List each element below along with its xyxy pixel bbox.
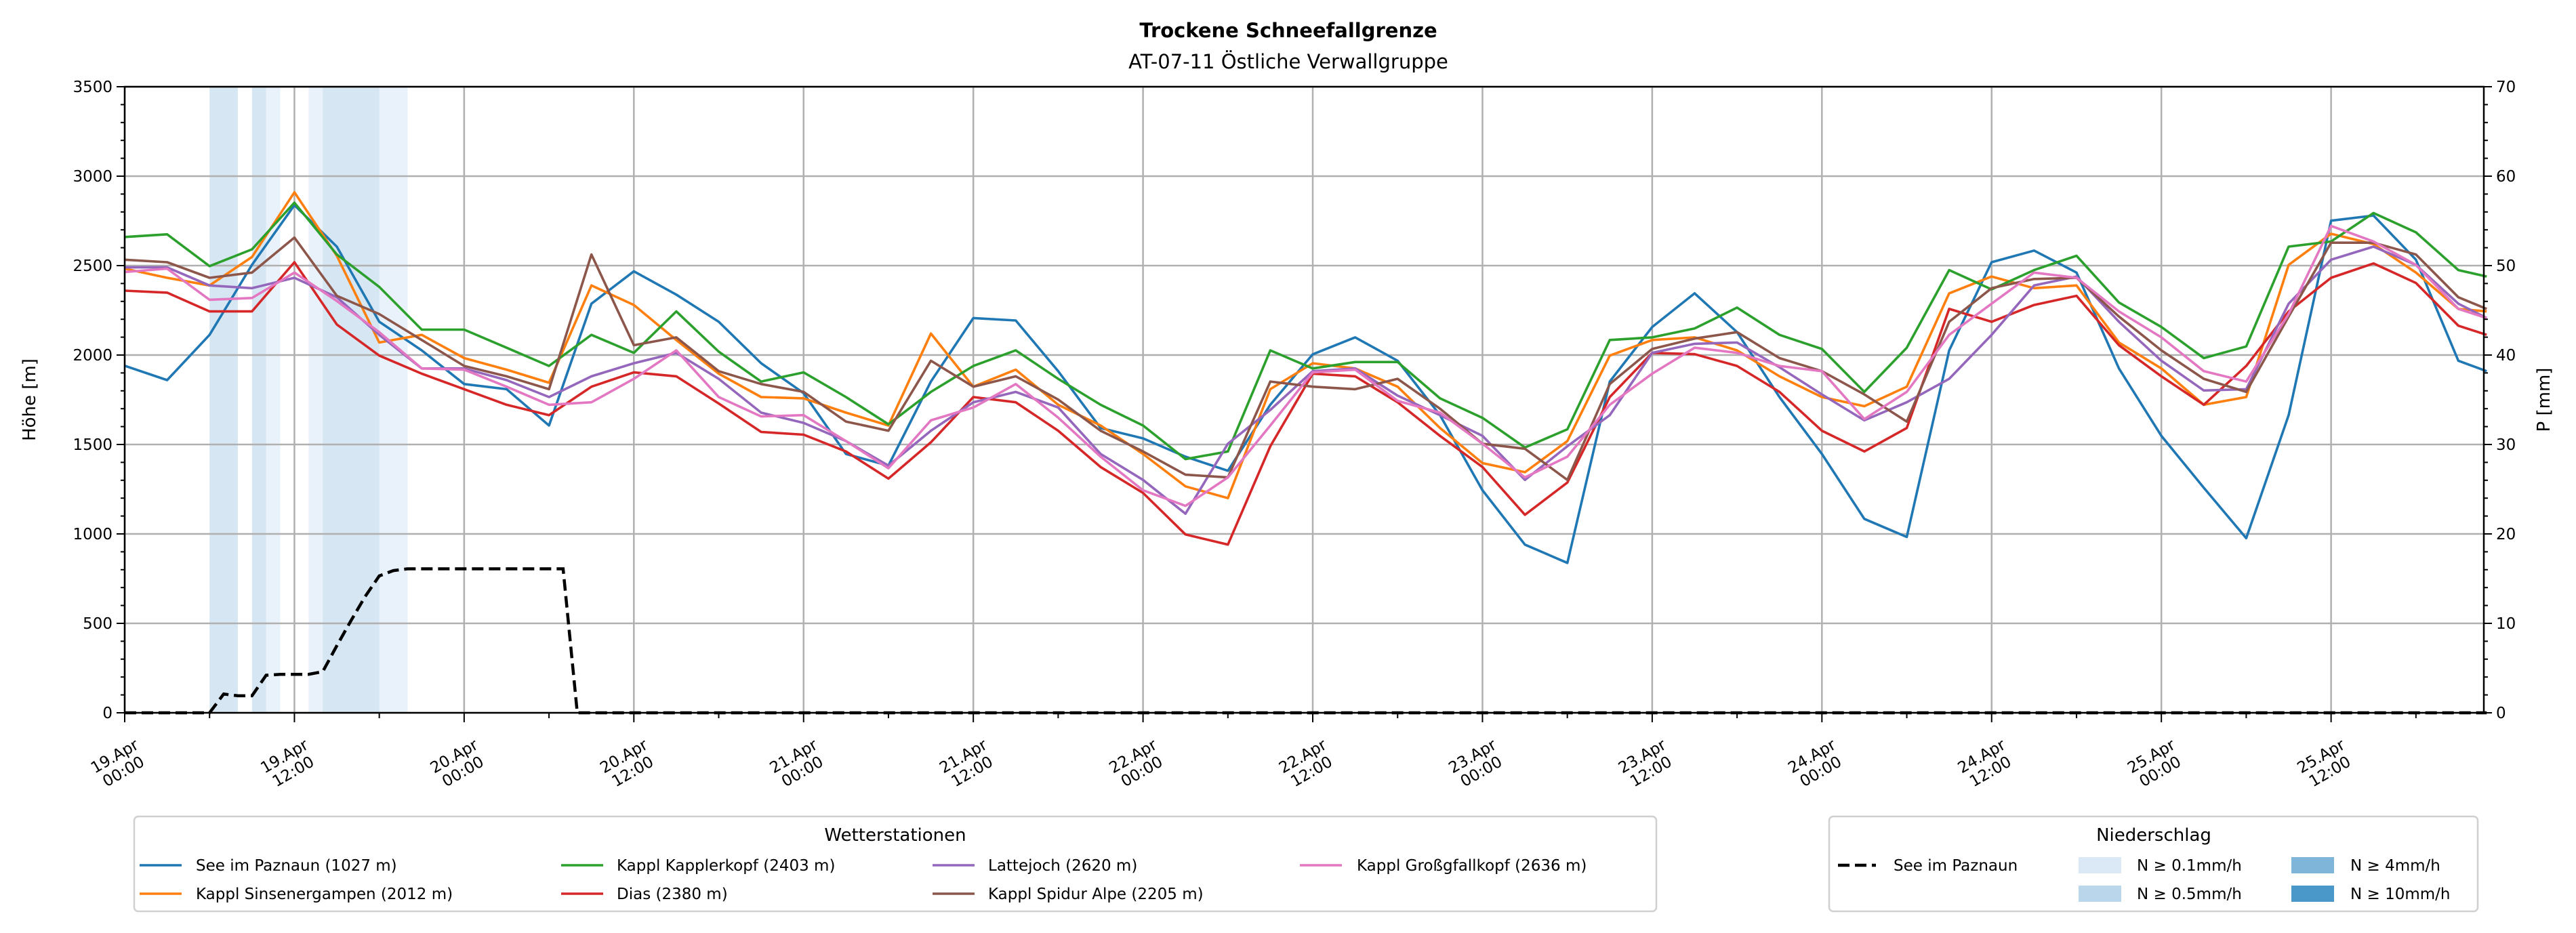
- legend-station-label: Kappl Großgfallkopf (2636 m): [1357, 857, 1587, 875]
- y-axis-label: Höhe [m]: [20, 358, 40, 441]
- precip-line-group: [125, 567, 2487, 715]
- precip-band: [251, 87, 266, 713]
- y-tick-label: 2000: [73, 347, 113, 365]
- legend-stations-title: Wetterstationen: [824, 825, 966, 846]
- y2-tick-label: 30: [2496, 436, 2516, 454]
- station-lines: [124, 190, 2488, 564]
- series-line: [124, 190, 2487, 500]
- y2-tick-label: 20: [2496, 526, 2516, 543]
- plot-frame: [123, 85, 2485, 714]
- precip-band: [379, 87, 408, 713]
- grid-lines: [123, 85, 2484, 714]
- series-line: [124, 203, 2487, 564]
- y2-tick-label: 70: [2496, 79, 2516, 96]
- y-tick-label: 0: [102, 705, 113, 722]
- y2-tick-label: 10: [2496, 615, 2516, 633]
- legend-precip-class-label: N ≥ 0.5mm/h: [2137, 886, 2242, 903]
- y2-tick-label: 60: [2496, 168, 2516, 186]
- y-tick-label: 500: [83, 615, 113, 633]
- chart-subtitle: AT-07-11 Östliche Verwallgruppe: [1128, 50, 1448, 73]
- precip-band: [323, 87, 380, 713]
- legend-precip-swatch: [2291, 886, 2334, 902]
- precip-band: [266, 87, 281, 713]
- y2-tick-label: 0: [2496, 705, 2506, 722]
- legend-station-label: Dias (2380 m): [617, 886, 728, 903]
- series-line: [124, 201, 2487, 461]
- legend-precip-class-label: N ≥ 10mm/h: [2350, 886, 2451, 903]
- legend-station-label: Lattejoch (2620 m): [988, 857, 1137, 875]
- y-tick-label: 3000: [73, 168, 113, 186]
- precip-band: [209, 87, 238, 713]
- y-tick-label: 3500: [73, 79, 113, 96]
- legend-precip-class-label: N ≥ 0.1mm/h: [2137, 857, 2242, 875]
- legend-precip: Niederschlag See im Paznaun N ≥ 0.1mm/h N…: [1828, 815, 2479, 913]
- precip-line: [125, 567, 2487, 715]
- y2-tick-label: 40: [2496, 347, 2516, 365]
- series-line: [124, 236, 2487, 482]
- legend-precip-swatch: [2079, 857, 2121, 873]
- precip-bands: [209, 87, 408, 713]
- y-tick-label: 1000: [73, 526, 113, 543]
- series-line: [124, 261, 2487, 546]
- legend-station-label: Kappl Sinsenergampen (2012 m): [196, 886, 453, 903]
- y2-axis-label: P [mm]: [2534, 368, 2554, 432]
- legend-precip-line-label: See im Paznaun: [1894, 857, 2018, 875]
- precip-band: [308, 87, 323, 713]
- series-line: [124, 224, 2487, 507]
- legend-precip-class-label: N ≥ 4mm/h: [2350, 857, 2440, 875]
- legend-station-label: Kappl Kapplerkopf (2403 m): [617, 857, 835, 875]
- legend-station-label: Kappl Spidur Alpe (2205 m): [988, 886, 1204, 903]
- axes-ticks: 0 500 1000 1500 2000 2500 3000 3500 0 10 20 30 40 50 6…: [73, 79, 2516, 791]
- legend-stations: Wetterstationen See im Paznaun (1027 m) K…: [133, 815, 1658, 913]
- y-tick-label: 1500: [73, 436, 113, 454]
- legend-precip-title: Niederschlag: [2096, 825, 2211, 846]
- y2-tick-label: 50: [2496, 257, 2516, 275]
- legend-station-label: See im Paznaun (1027 m): [196, 857, 397, 875]
- legend-precip-swatch: [2079, 886, 2121, 902]
- legend-precip-swatch: [2291, 857, 2334, 873]
- chart-title: Trockene Schneefallgrenze: [1139, 19, 1437, 42]
- legend-stations-frame: [133, 815, 1658, 913]
- y-tick-label: 2500: [73, 257, 113, 275]
